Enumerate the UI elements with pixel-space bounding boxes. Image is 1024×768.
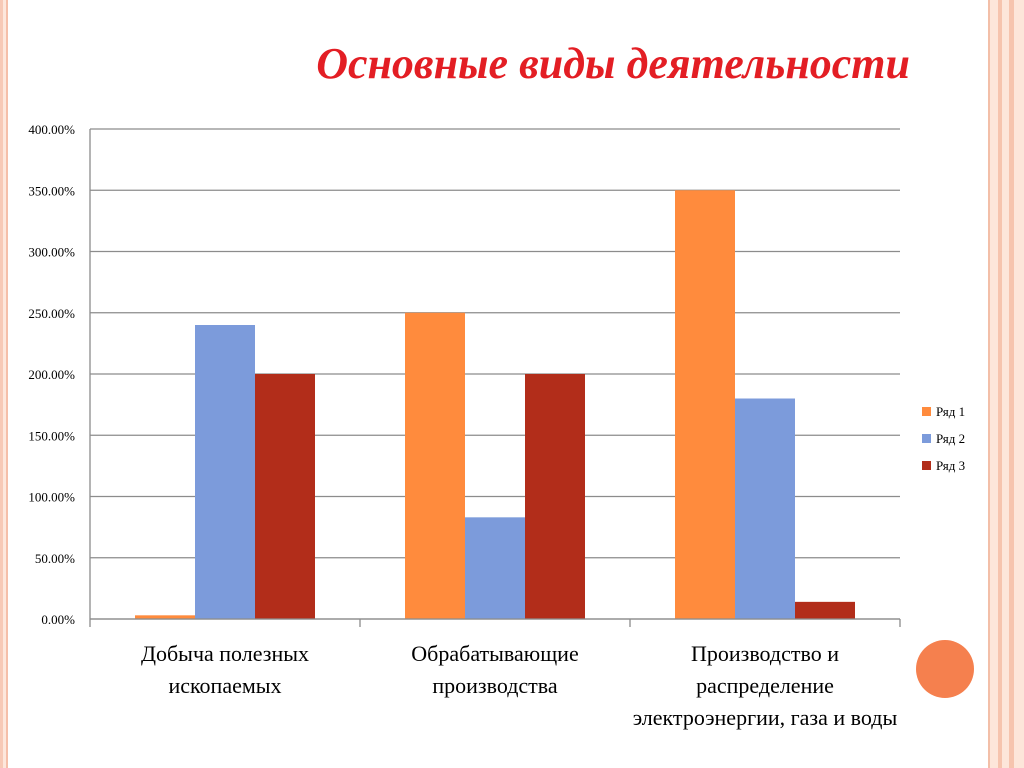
slide-title: Основные виды деятельности	[316, 39, 910, 88]
bar-1-2	[405, 312, 465, 619]
chart-axes	[89, 129, 901, 627]
bar-1-1	[135, 615, 195, 619]
bar-2-2	[465, 517, 525, 619]
category-label: Производство и распределение электроэнер…	[632, 641, 898, 730]
y-tick-label: 250.00%	[28, 306, 75, 321]
bar-3-2	[525, 374, 585, 619]
legend-swatch	[922, 407, 931, 416]
legend-label: Ряд 3	[936, 458, 965, 473]
chart-legend: Ряд 1 Ряд 2 Ряд 3	[922, 404, 965, 473]
y-tick-label: 300.00%	[28, 245, 75, 260]
bar-2-3	[735, 398, 795, 619]
y-axis-tick-labels: 0.00% 50.00% 100.00% 150.00% 200.00% 250.00% 3…	[28, 122, 75, 627]
bar-3-1	[255, 374, 315, 619]
y-tick-label: 400.00%	[28, 122, 75, 137]
decorative-circle	[916, 640, 974, 698]
bar-1-3	[675, 190, 735, 619]
slide-frame-right	[976, 0, 1024, 768]
bar-3-3	[795, 601, 855, 619]
slide-frame-left	[0, 0, 10, 768]
y-tick-label: 200.00%	[28, 367, 75, 382]
y-tick-label: 150.00%	[28, 428, 75, 443]
chart-bars	[135, 190, 855, 619]
category-label: Добыча полезных ископаемых	[140, 641, 310, 698]
bar-2-1	[195, 325, 255, 619]
legend-swatch	[922, 434, 931, 443]
legend-label: Ряд 1	[936, 404, 965, 419]
legend-swatch	[922, 461, 931, 470]
category-label: Обрабатывающие производства	[411, 641, 579, 698]
y-tick-label: 100.00%	[28, 490, 75, 505]
y-tick-label: 0.00%	[41, 612, 75, 627]
y-tick-label: 350.00%	[28, 183, 75, 198]
y-tick-label: 50.00%	[35, 551, 75, 566]
legend-label: Ряд 2	[936, 431, 965, 446]
